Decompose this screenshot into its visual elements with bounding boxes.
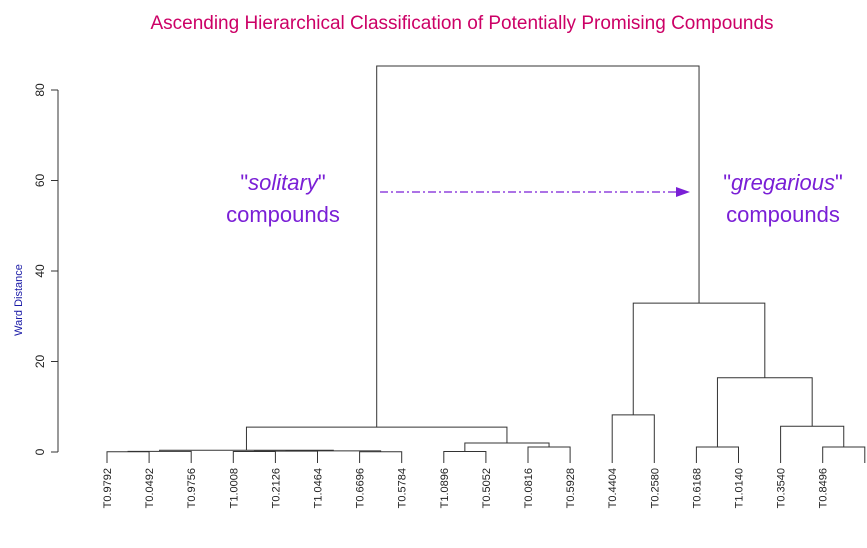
quote: " [240,170,248,195]
leaf-label: T1.0464 [313,468,325,508]
merge-link [376,65,700,428]
merge-link [822,446,866,463]
leaf-label: T0.9792 [102,468,114,508]
merge-link [695,446,739,463]
merge-link [232,451,276,463]
leaf-label: T0.8496 [818,468,830,508]
quote: " [835,170,843,195]
y-tick-label: 20 [33,355,47,369]
merge-link [127,450,192,463]
merge-link [611,414,655,463]
annotation-emphasis: solitary [248,170,320,195]
merge-link [443,451,487,463]
merge-link [253,450,318,463]
leaf-label: T0.3540 [776,468,788,508]
annotation-emphasis: gregarious [731,170,835,195]
merge-link [285,450,382,452]
y-tick-label: 80 [33,83,47,97]
quote: " [318,170,326,195]
merge-link [245,426,508,451]
leaf-label: T0.9756 [186,468,198,508]
leaf-label: T0.2126 [270,468,282,508]
quote: " [723,170,731,195]
merge-link [359,451,403,463]
merge-link [106,451,150,463]
leaf-label: T0.6168 [691,468,703,508]
y-axis-label: Ward Distance [13,264,25,336]
leaf-label: T0.6696 [355,468,367,508]
leaf-label: T1.0896 [439,468,451,508]
y-tick-label: 60 [33,174,47,188]
annotation: compounds [726,202,840,227]
leaf-label: T0.5928 [565,468,577,508]
leaf-label: T0.4404 [607,468,619,508]
leaf-label: T0.2580 [649,468,661,508]
leaf-label: T0.5784 [397,468,409,508]
merge-link [716,377,813,448]
merge-link [527,446,571,463]
annotation: compounds [226,202,340,227]
leaf-label: T0.0816 [523,468,535,508]
merge-link [632,302,766,415]
leaf-label: T0.0492 [144,468,156,508]
chart-title: Ascending Hierarchical Classification of… [150,13,773,34]
annotation: "solitary" [240,170,325,195]
leaf-label: T1.0140 [734,468,746,508]
arrow-head [676,187,690,197]
y-tick-label: 40 [33,264,47,278]
merge-link [780,425,845,463]
leaf-label: T0.5052 [481,468,493,508]
annotation: "gregarious" [723,170,843,195]
leaf-label: T1.0008 [228,468,240,508]
y-tick-label: 0 [33,448,47,455]
